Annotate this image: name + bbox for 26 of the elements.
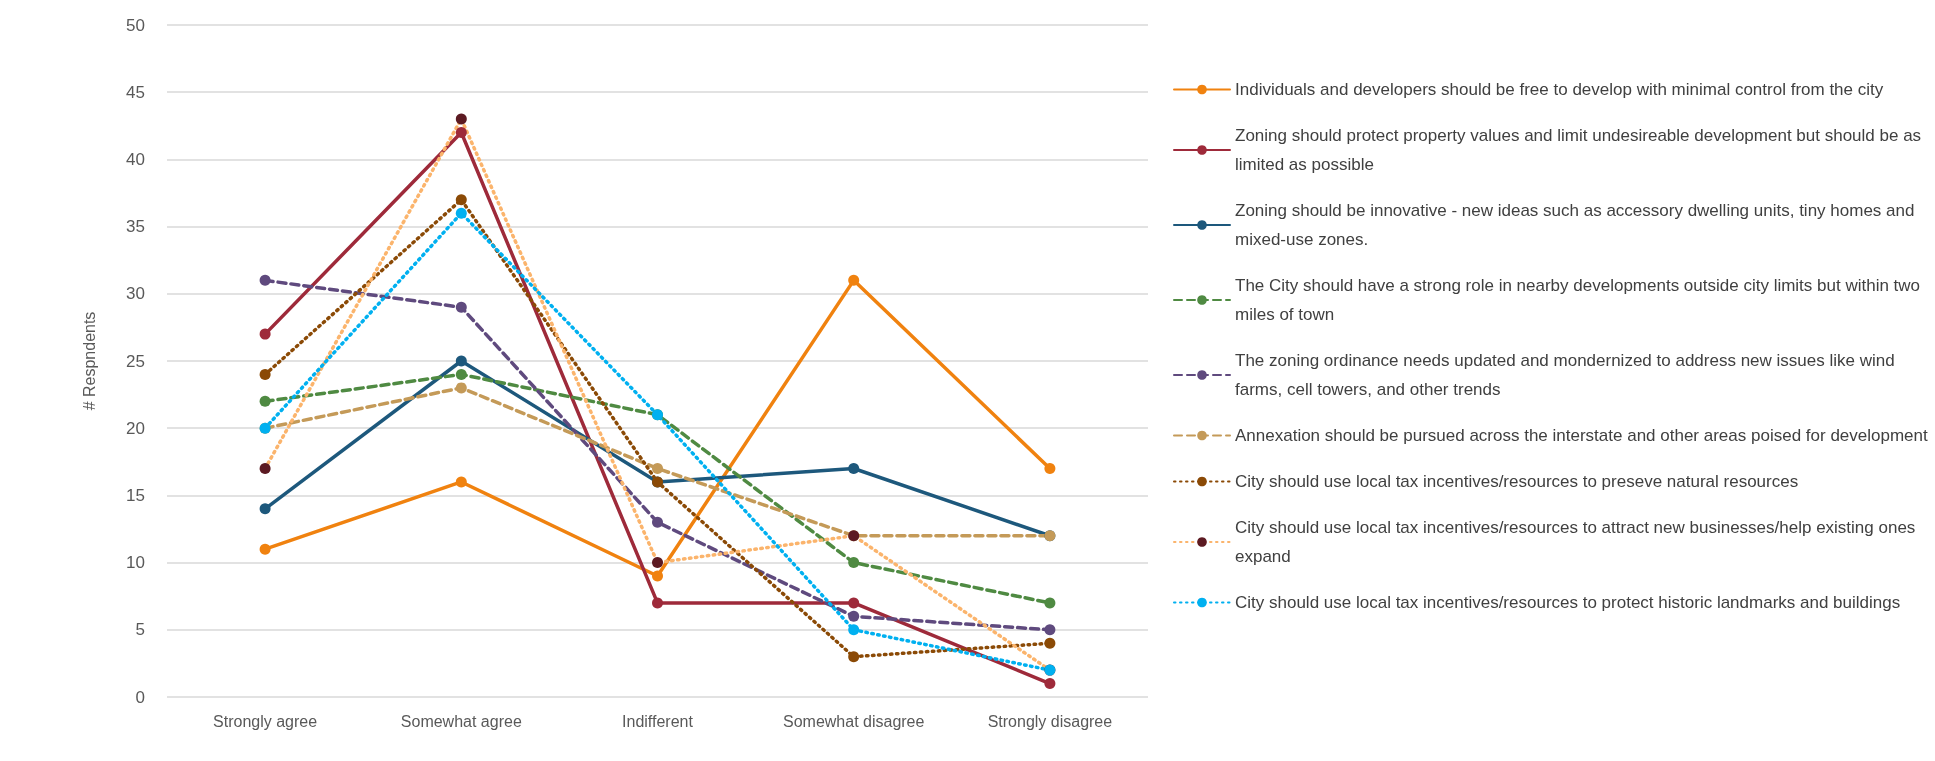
- y-tick-label: 40: [126, 149, 145, 169]
- x-tick-label: Somewhat disagree: [782, 712, 925, 730]
- y-tick-label: 30: [126, 284, 145, 304]
- legend-label: Zoning should protect property values and limit undesireable development but should be as limited as possible: [1235, 126, 1926, 174]
- legend-label: The zoning ordinance needs updated and mondernized to address new issues like wind farms, cell towers, and other trends: [1235, 351, 1900, 399]
- legend-label: City should use local tax incentives/resources to attract new businesses/help existing ones expand: [1235, 518, 1921, 566]
- x-tick-label: Strongly disagree: [987, 712, 1113, 730]
- legend-label: City should use local tax incentives/resources to protect historic landmarks and buildings: [1235, 593, 1901, 612]
- y-tick-label: 50: [126, 15, 145, 35]
- y-tick-label: 5: [135, 620, 145, 640]
- x-tick-label: Indifferent: [622, 712, 694, 730]
- legend-label: Individuals and developers should be free to develop with minimal control from the city: [1235, 80, 1884, 99]
- y-tick-label: 35: [126, 217, 145, 237]
- y-tick-label: 20: [126, 418, 145, 438]
- y-axis-title: # Respndents: [80, 311, 98, 411]
- y-tick-label: 15: [126, 485, 145, 505]
- y-tick-label: 0: [135, 687, 145, 707]
- x-tick-label: Strongly agree: [213, 712, 318, 730]
- legend-label: The City should have a strong role in nearby developments outside city limits but within two miles of town: [1235, 276, 1925, 324]
- legend-label: City should use local tax incentives/resources to preseve natural resources: [1235, 472, 1799, 491]
- y-tick-label: 25: [126, 351, 145, 371]
- y-tick-label: 10: [126, 553, 145, 573]
- legend-label: Annexation should be pursued across the interstate and other areas poised for development: [1235, 426, 1928, 445]
- legend-label: Zoning should be innovative - new ideas such as accessory dwelling units, tiny homes and mixed-use zones.: [1235, 201, 1920, 249]
- x-tick-label: Somewhat agree: [400, 712, 522, 730]
- y-tick-label: 45: [126, 82, 145, 102]
